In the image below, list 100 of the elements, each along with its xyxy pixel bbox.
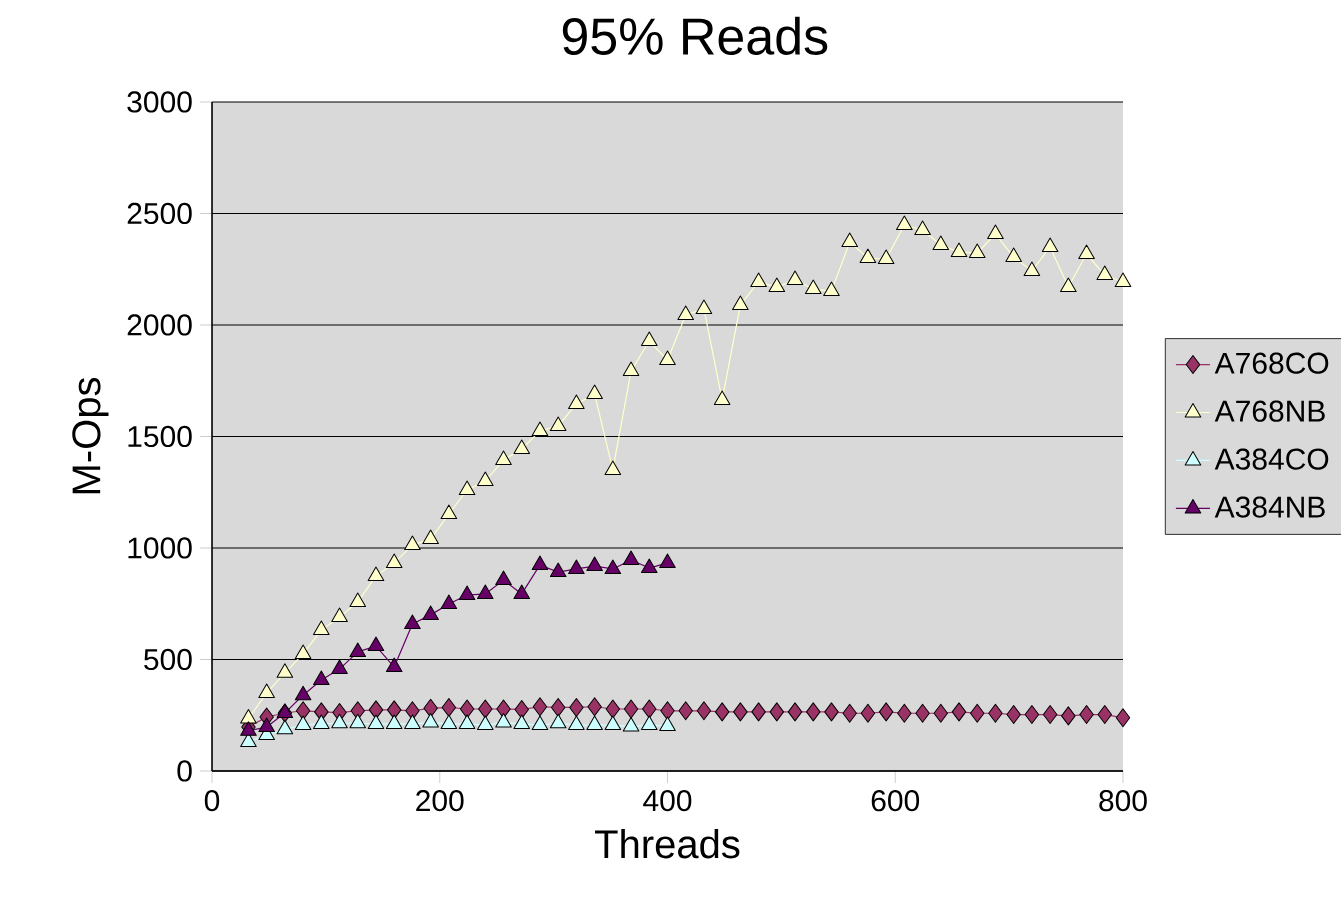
x-axis-title: Threads <box>595 829 740 859</box>
point <box>951 702 967 722</box>
point <box>640 558 658 574</box>
point <box>642 699 657 719</box>
legend-label: A384NB <box>1214 496 1325 518</box>
point <box>568 559 585 574</box>
point <box>605 699 621 719</box>
y-tick-label: 0 <box>177 760 192 782</box>
point <box>897 703 912 723</box>
point <box>531 421 549 436</box>
point <box>586 384 603 400</box>
legend-label: A768NB <box>1214 400 1325 422</box>
point <box>513 714 531 729</box>
x-tick-label: 600 <box>871 790 920 812</box>
point <box>258 683 275 698</box>
point <box>495 450 512 465</box>
point <box>240 709 257 724</box>
point <box>295 701 311 721</box>
point <box>750 272 767 287</box>
point <box>385 657 403 673</box>
point <box>987 224 1004 240</box>
point <box>623 699 639 719</box>
point <box>404 714 421 729</box>
point <box>1115 708 1131 728</box>
y-tick-label: 1500 <box>128 425 192 448</box>
point <box>604 715 622 731</box>
point <box>842 703 857 723</box>
point <box>714 702 730 722</box>
point <box>569 697 584 717</box>
point <box>495 570 512 586</box>
point <box>678 701 693 721</box>
point <box>440 714 458 729</box>
point <box>1024 705 1040 725</box>
point <box>622 361 640 376</box>
point <box>441 697 457 717</box>
point <box>422 529 439 545</box>
point <box>787 702 803 722</box>
point <box>294 715 312 731</box>
point <box>969 703 985 723</box>
point <box>860 703 876 723</box>
point <box>1061 706 1076 726</box>
point <box>823 281 840 297</box>
point <box>1023 261 1041 277</box>
point <box>550 697 566 717</box>
point <box>988 703 1003 723</box>
point <box>806 702 821 722</box>
x-tick-label: 200 <box>416 790 464 812</box>
point <box>367 566 385 582</box>
point <box>859 248 877 264</box>
point <box>349 592 367 607</box>
point <box>622 550 640 566</box>
point <box>587 697 602 717</box>
point <box>640 331 658 347</box>
point <box>932 235 950 250</box>
point <box>733 702 748 722</box>
point <box>549 562 567 578</box>
point <box>586 556 603 572</box>
point <box>914 220 931 235</box>
point <box>568 394 585 409</box>
y-tick-label: 500 <box>144 648 192 671</box>
point <box>513 584 531 599</box>
point <box>513 439 531 454</box>
point <box>659 553 676 568</box>
point <box>294 644 312 659</box>
point <box>1005 247 1022 262</box>
point <box>367 714 385 729</box>
point <box>659 716 676 731</box>
point <box>422 605 439 620</box>
point <box>1078 244 1095 260</box>
point <box>878 702 894 722</box>
point <box>240 721 257 736</box>
y-tick-label: 1000 <box>128 537 192 559</box>
point <box>950 242 968 258</box>
point <box>841 232 858 248</box>
point <box>531 555 549 570</box>
chart-title: 95% Reads <box>562 16 828 55</box>
point <box>732 295 749 310</box>
point <box>824 702 839 722</box>
point <box>459 699 475 719</box>
point <box>713 390 731 405</box>
point <box>276 703 294 719</box>
point <box>804 279 822 295</box>
x-tick-label: 0 <box>204 790 220 812</box>
point <box>1042 705 1058 725</box>
point <box>440 504 458 520</box>
point <box>496 699 511 719</box>
point <box>1041 237 1059 252</box>
point <box>586 715 603 731</box>
point <box>367 636 385 652</box>
point <box>933 703 949 723</box>
point <box>404 614 421 630</box>
point <box>313 670 330 685</box>
point <box>768 277 786 293</box>
point <box>423 698 438 718</box>
point <box>659 350 676 365</box>
point <box>968 243 986 258</box>
point <box>294 685 312 701</box>
legend-label: A384CO <box>1214 448 1329 470</box>
point <box>440 594 458 609</box>
point <box>349 642 367 657</box>
